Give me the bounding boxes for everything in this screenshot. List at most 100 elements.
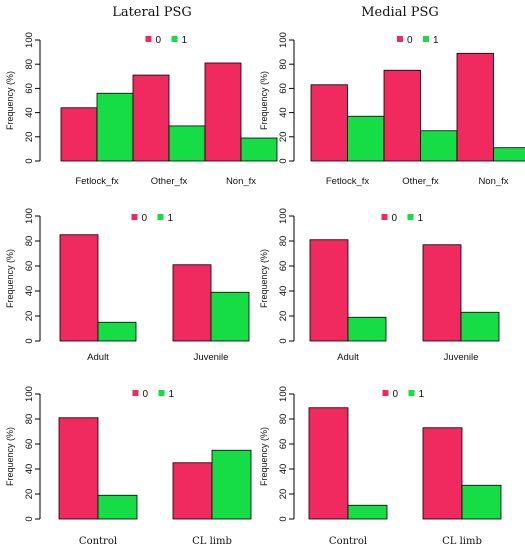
legend-swatch-series-0 xyxy=(145,36,152,42)
legend-swatch-series-0 xyxy=(397,36,403,42)
y-tick-label: 20 xyxy=(278,311,289,322)
y-tick-label: 80 xyxy=(24,236,35,247)
bar-other-fx-series-1 xyxy=(168,125,206,162)
y-tick-label: 60 xyxy=(24,83,35,94)
bar-adult-series-1 xyxy=(347,316,387,342)
category-label: Adult xyxy=(337,352,359,363)
bar-fetlock-fx-series-1 xyxy=(96,92,134,162)
bar-control-series-1 xyxy=(97,494,138,520)
category-label: Non_fx xyxy=(226,176,256,187)
category-label: Control xyxy=(79,536,117,547)
category-label: Other_fx xyxy=(402,176,439,187)
bar-juvenile-series-1 xyxy=(210,291,250,342)
bar-control-series-0 xyxy=(308,407,349,520)
y-tick-label: 40 xyxy=(24,107,35,118)
legend-swatch-series-1 xyxy=(408,390,415,396)
column-title-lateral: Lateral PSG xyxy=(112,5,192,20)
y-tick-label: 80 xyxy=(24,59,35,70)
y-tick-label: 100 xyxy=(24,208,35,224)
bar-fetlock-fx-series-0 xyxy=(310,84,348,162)
legend-label-series-1: 1 xyxy=(169,389,175,400)
y-tick-label: 0 xyxy=(24,338,35,343)
y-tick-label: 60 xyxy=(278,261,289,272)
y-tick-label: 0 xyxy=(278,516,289,521)
category-label: Fetlock_fx xyxy=(75,176,119,187)
y-axis-title: Frequency (%) xyxy=(259,71,269,130)
bar-juvenile-series-0 xyxy=(422,244,462,342)
y-axis-title: Frequency (%) xyxy=(259,427,269,486)
bar-fetlock-fx-series-1 xyxy=(347,115,385,162)
column-title-medial: Medial PSG xyxy=(361,5,439,20)
y-tick-label: 100 xyxy=(278,32,289,48)
legend-swatch-series-1 xyxy=(407,214,414,220)
y-tick-label: 60 xyxy=(278,83,289,94)
y-tick-label: 80 xyxy=(278,414,289,425)
legend-label-series-0: 0 xyxy=(393,389,399,400)
bar-juvenile-series-1 xyxy=(460,311,500,342)
legend-swatch-series-1 xyxy=(158,390,165,396)
legend-swatch-series-0 xyxy=(381,214,388,220)
y-tick-label: 20 xyxy=(24,489,35,500)
category-label: Adult xyxy=(87,352,109,363)
legend-label-series-1: 1 xyxy=(182,35,188,46)
y-tick-label: 100 xyxy=(278,208,289,224)
bar-non-fx-series-1 xyxy=(493,147,525,162)
y-axis-title: Frequency (%) xyxy=(259,249,269,308)
y-axis-title: Frequency (%) xyxy=(5,71,15,130)
legend-label-series-1: 1 xyxy=(419,389,425,400)
legend-label-series-0: 0 xyxy=(392,213,398,224)
bar-control-series-0 xyxy=(58,417,99,520)
bar-adult-series-1 xyxy=(97,321,137,342)
y-tick-label: 20 xyxy=(278,489,289,500)
y-tick-label: 40 xyxy=(24,286,35,297)
category-label: Juvenile xyxy=(444,352,479,363)
legend-swatch-series-0 xyxy=(132,390,139,396)
y-tick-label: 100 xyxy=(24,386,35,402)
legend-label-series-0: 0 xyxy=(407,35,413,46)
legend-label-series-0: 0 xyxy=(143,389,149,400)
y-tick-label: 40 xyxy=(278,286,289,297)
category-label: CL limb xyxy=(192,536,232,547)
category-label: Fetlock_fx xyxy=(326,176,370,187)
category-label: Non_fx xyxy=(478,176,508,187)
y-tick-label: 20 xyxy=(24,132,35,143)
y-tick-label: 20 xyxy=(24,311,35,322)
y-tick-label: 80 xyxy=(278,59,289,70)
y-tick-label: 80 xyxy=(278,236,289,247)
bar-other-fx-series-1 xyxy=(420,130,458,162)
bar-fetlock-fx-series-0 xyxy=(60,107,98,162)
legend-swatch-series-1 xyxy=(423,36,429,42)
y-tick-label: 100 xyxy=(24,32,35,48)
bar-non-fx-series-1 xyxy=(240,137,278,162)
bar-cl-limb-series-0 xyxy=(422,427,463,520)
y-tick-label: 40 xyxy=(24,464,35,475)
y-tick-label: 0 xyxy=(24,516,35,521)
y-tick-label: 80 xyxy=(24,414,35,425)
legend-swatch-series-1 xyxy=(171,36,178,42)
y-tick-label: 40 xyxy=(278,464,289,475)
bar-adult-series-0 xyxy=(59,234,99,342)
y-tick-label: 0 xyxy=(278,158,289,163)
chart-bottom-right: 0 20 40 60 80 100 Frequency (%) Control CL limb 0… xyxy=(259,386,502,547)
bar-non-fx-series-0 xyxy=(204,62,242,162)
bar-juvenile-series-0 xyxy=(172,264,212,342)
category-label: CL limb xyxy=(442,536,482,547)
y-tick-label: 0 xyxy=(24,158,35,163)
bar-non-fx-series-0 xyxy=(456,52,494,162)
chart-top-right: 0 20 40 60 80 100 Frequency (%) Fetlock_fx Other… xyxy=(259,32,525,187)
bar-other-fx-series-0 xyxy=(132,74,170,162)
legend-swatch-series-1 xyxy=(157,214,164,220)
y-tick-label: 60 xyxy=(278,439,289,450)
chart-middle-right: 0 20 40 60 80 100 Frequency (%) Adult Juvenile 0 1 xyxy=(259,208,500,363)
legend-label-series-0: 0 xyxy=(142,213,148,224)
bar-cl-limb-series-1 xyxy=(211,449,252,520)
bar-cl-limb-series-0 xyxy=(172,462,213,520)
legend-label-series-1: 1 xyxy=(168,213,174,224)
